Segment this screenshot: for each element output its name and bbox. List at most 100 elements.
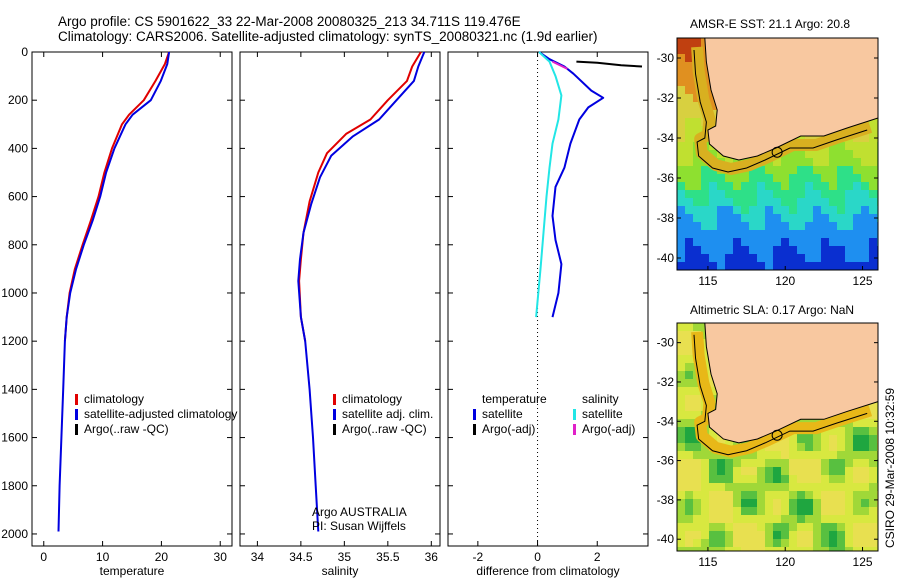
- series-line: [538, 51, 605, 318]
- map-cell: [765, 214, 773, 222]
- map-cell: [685, 134, 693, 142]
- map-cell: [765, 475, 773, 483]
- map-y-tick-label: -38: [657, 211, 675, 225]
- sla-map: 115 120 125 -30 -32 -34 -36 -38 -40: [657, 322, 879, 569]
- map-y-tick-label: -32: [657, 375, 675, 389]
- map-cell: [749, 515, 757, 523]
- map-cell: [789, 499, 797, 507]
- map-cell: [741, 206, 749, 214]
- map-cell: [677, 46, 685, 54]
- map-cell: [693, 94, 701, 102]
- map-cell: [709, 198, 717, 206]
- map-cell: [789, 222, 797, 230]
- map-cell: [869, 238, 877, 246]
- map-cell: [757, 491, 765, 499]
- map-cell: [789, 182, 797, 190]
- legend-swatch: [333, 394, 336, 405]
- x-tick-label: 36: [425, 550, 439, 564]
- salinity-legend: climatology satellite adj. clim. Argo(..…: [330, 392, 433, 437]
- map-cell: [677, 323, 685, 331]
- map-cell: [773, 206, 781, 214]
- map-cell: [693, 475, 701, 483]
- map-cell: [725, 182, 733, 190]
- map-cell: [733, 230, 741, 238]
- map-cell: [677, 38, 685, 46]
- map-cell: [765, 459, 773, 467]
- map-cell: [757, 190, 765, 198]
- title-line-1: Argo profile: CS 5901622_33 22-Mar-2008 …: [58, 14, 521, 29]
- map-x-tick-label: 125: [853, 274, 873, 288]
- map-cell: [853, 539, 861, 547]
- map-cell: [717, 190, 725, 198]
- map-cell: [805, 499, 813, 507]
- map-cell: [869, 142, 877, 150]
- temperature-legend: climatology satellite-adjusted climatolo…: [72, 392, 237, 437]
- map-cell: [701, 507, 709, 515]
- map-cell: [701, 483, 709, 491]
- map-cell: [765, 499, 773, 507]
- shelf-contour: [693, 49, 868, 173]
- map-cell: [701, 206, 709, 214]
- map-cell: [765, 515, 773, 523]
- map-cell: [853, 531, 861, 539]
- map-cell: [813, 523, 821, 531]
- map-cell: [853, 254, 861, 262]
- map-cell: [693, 222, 701, 230]
- map-cell: [685, 110, 693, 118]
- map-cell: [757, 174, 765, 182]
- map-cell: [749, 174, 757, 182]
- map-cell: [781, 435, 789, 443]
- map-cell: [725, 459, 733, 467]
- y-tick-label: 1000: [1, 286, 28, 300]
- map-cell: [797, 507, 805, 515]
- map-cell: [869, 246, 877, 254]
- legend-item: temperature: [470, 392, 547, 407]
- map-cell: [829, 190, 837, 198]
- map-cell: [821, 254, 829, 262]
- map-cell: [813, 435, 821, 443]
- map-cell: [797, 214, 805, 222]
- map-cell: [757, 467, 765, 475]
- map-cell: [701, 547, 709, 551]
- map-cell: [813, 222, 821, 230]
- map-cell: [797, 182, 805, 190]
- map-cell: [869, 206, 877, 214]
- legend-item: climatology: [72, 392, 237, 407]
- map-cell: [741, 507, 749, 515]
- map-cell: [701, 174, 709, 182]
- map-cell: [685, 507, 693, 515]
- map-cell: [765, 254, 773, 262]
- y-tick-label: 200: [8, 93, 28, 107]
- map-cell: [853, 435, 861, 443]
- x-tick-label: 30: [214, 550, 228, 564]
- map-cell: [789, 206, 797, 214]
- map-cell: [709, 182, 717, 190]
- map-cell: [709, 523, 717, 531]
- map-cell: [869, 190, 877, 198]
- legend-label: Argo(..raw -QC): [84, 422, 169, 436]
- x-tick-label: 34: [251, 550, 265, 564]
- legend-swatch: [573, 409, 576, 420]
- y-tick-label: 800: [8, 238, 28, 252]
- map-cell: [869, 499, 877, 507]
- map-cell: [869, 198, 877, 206]
- map-cell: [805, 230, 813, 238]
- map-cell: [693, 323, 701, 331]
- map-cell: [685, 222, 693, 230]
- map-cell: [757, 166, 765, 174]
- map-cell: [717, 182, 725, 190]
- map-cell: [821, 475, 829, 483]
- map-cell: [693, 467, 701, 475]
- map-cell: [829, 539, 837, 547]
- series-line: [57, 51, 171, 532]
- map-cell: [845, 539, 853, 547]
- map-cell: [749, 230, 757, 238]
- map-cell: [805, 150, 813, 158]
- map-cell: [789, 190, 797, 198]
- map-cell: [805, 475, 813, 483]
- map-cell: [861, 222, 869, 230]
- map-cell: [701, 166, 709, 174]
- map-cell: [829, 531, 837, 539]
- map-cell: [757, 246, 765, 254]
- plot-frame: [239, 51, 441, 547]
